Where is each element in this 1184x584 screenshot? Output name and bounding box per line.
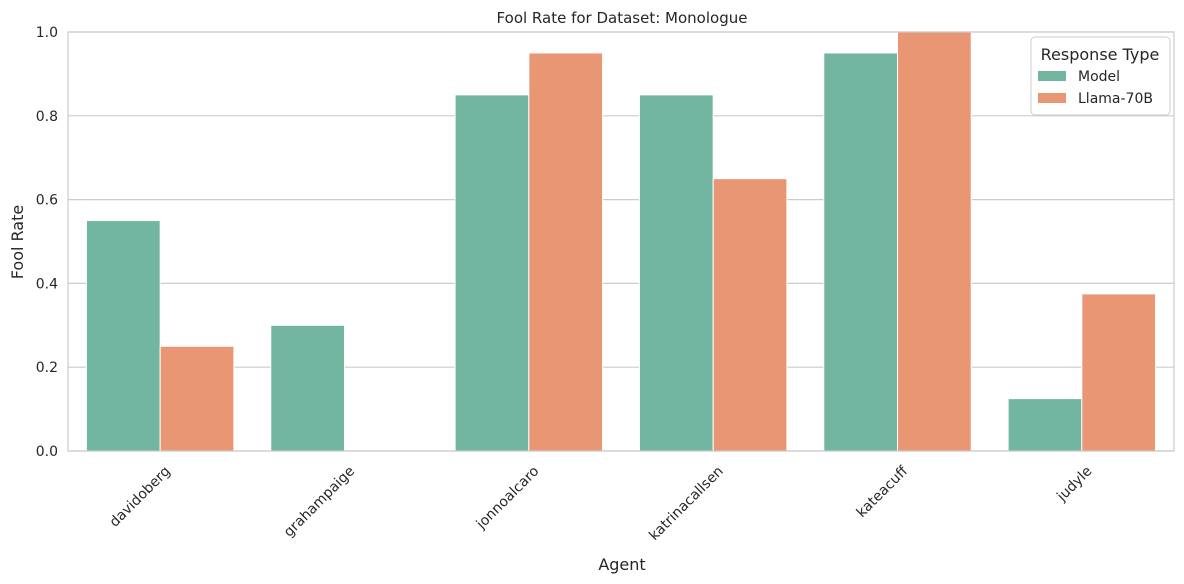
- y-tick-label: 0.0: [36, 444, 58, 460]
- bar-model-davidoberg: [85, 220, 161, 452]
- bar-model-kateacuff: [823, 52, 898, 452]
- y-tick-label: 0.4: [36, 276, 58, 292]
- y-axis-label: Fool Rate: [8, 205, 27, 279]
- bar-llama-70b-kateacuff: [897, 31, 972, 452]
- legend-swatch: [1038, 93, 1066, 103]
- legend-label: Model: [1078, 69, 1120, 85]
- bar-model-katrinacallsen: [638, 94, 714, 452]
- bar-llama-70b-davidoberg: [159, 345, 235, 452]
- x-axis-ticks: davidoberg grahampaige jonnoalcaro katrinac…: [107, 463, 1096, 544]
- chart-title: Fool Rate for Dataset: Monologue: [497, 9, 748, 27]
- x-tick-label: katrinacallsen: [646, 463, 727, 544]
- bar-llama-70b-judyle: [1081, 293, 1157, 452]
- bar-llama-70b-jonnoalcaro: [528, 52, 604, 452]
- legend-label: Llama-70B: [1078, 91, 1153, 107]
- y-tick-label: 0.2: [36, 360, 58, 376]
- bar-llama-70b-katrinacallsen: [712, 178, 788, 452]
- legend: Response Type Model Llama-70B: [1030, 36, 1171, 116]
- y-tick-label: 1.0: [36, 25, 58, 41]
- legend-swatch: [1038, 71, 1066, 81]
- plot-frame: [67, 31, 1175, 452]
- x-tick-label: jonnoalcaro: [473, 463, 543, 533]
- y-tick-label: 0.8: [36, 109, 58, 125]
- x-tick-label: judyle: [1053, 463, 1095, 505]
- bar-model-jonnoalcaro: [454, 94, 530, 452]
- y-tick-label: 0.6: [36, 193, 58, 209]
- x-tick-label: davidoberg: [107, 463, 174, 530]
- bars: [85, 31, 1157, 452]
- x-tick-label: grahampaige: [281, 463, 358, 540]
- bar-model-judyle: [1007, 398, 1083, 452]
- y-axis-ticks: 0.0 0.2 0.4 0.6 0.8 1.0: [36, 25, 58, 460]
- bar-model-grahampaige: [270, 324, 345, 452]
- legend-title: Response Type: [1041, 45, 1160, 64]
- x-axis-label: Agent: [598, 555, 645, 574]
- x-tick-label: kateacuff: [854, 463, 912, 521]
